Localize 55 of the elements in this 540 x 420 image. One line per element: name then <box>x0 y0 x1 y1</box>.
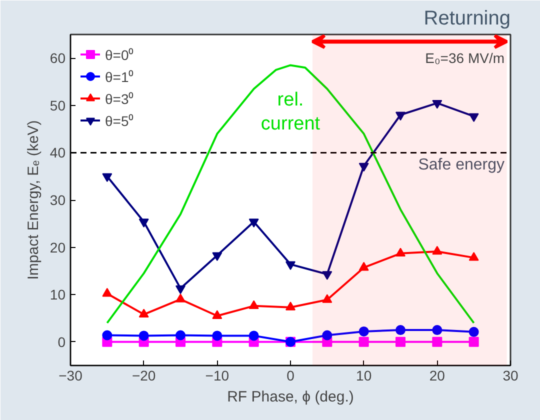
point <box>396 112 406 121</box>
point <box>468 326 479 337</box>
point <box>102 330 112 340</box>
point <box>176 294 186 302</box>
x-tick-label: 0 <box>286 368 295 384</box>
point <box>138 218 149 228</box>
ref-line-label: Safe energy <box>418 156 504 174</box>
legend-label: θ=0⁰ <box>105 46 134 64</box>
y-tick-label: 50 <box>50 97 66 114</box>
y-tick-label: 30 <box>50 192 66 208</box>
point <box>102 173 112 182</box>
point <box>248 218 259 228</box>
x-tick-label: 30 <box>502 368 518 384</box>
annotation: rel. current <box>260 90 321 135</box>
point <box>212 252 222 262</box>
point <box>138 308 149 318</box>
point <box>176 330 186 340</box>
x-axis-title: RF Phase, ϕ (deg.) <box>227 388 354 406</box>
legend-label: θ=1⁰ <box>105 68 134 86</box>
point <box>432 325 442 336</box>
x-tick-label: −20 <box>132 368 156 384</box>
point <box>248 300 259 310</box>
y-tick-label: 10 <box>50 286 66 303</box>
point <box>396 336 406 347</box>
point <box>396 325 406 336</box>
point <box>138 330 149 341</box>
point <box>212 330 222 341</box>
point <box>468 113 479 122</box>
x-tick-label: −30 <box>58 368 83 384</box>
point <box>286 302 296 310</box>
y-axis-title: Impact Energy, Eₑ (keV) <box>24 120 42 280</box>
y-tick-label: 40 <box>50 144 66 161</box>
point <box>286 261 296 270</box>
y-tick-label: 20 <box>50 239 66 256</box>
x-tick-label: 20 <box>429 368 446 384</box>
point <box>432 336 442 347</box>
point <box>358 326 369 336</box>
point <box>322 330 332 340</box>
point <box>212 310 222 319</box>
point <box>248 330 259 341</box>
point <box>358 336 369 347</box>
annotation: E₀=36 MV/m <box>425 50 505 66</box>
band-label: Returning <box>424 8 510 30</box>
x-tick-label: 10 <box>356 368 372 384</box>
point <box>468 336 479 347</box>
legend-label: θ=3⁰ <box>105 90 134 108</box>
point <box>176 285 186 294</box>
point <box>358 162 369 172</box>
point <box>432 100 442 109</box>
y-tick-label: 0 <box>58 334 66 350</box>
legend-label: θ=5⁰ <box>105 112 134 130</box>
x-tick-label: −10 <box>205 368 230 384</box>
point <box>322 271 332 280</box>
point <box>322 294 332 303</box>
y-tick-label: 60 <box>50 50 66 66</box>
